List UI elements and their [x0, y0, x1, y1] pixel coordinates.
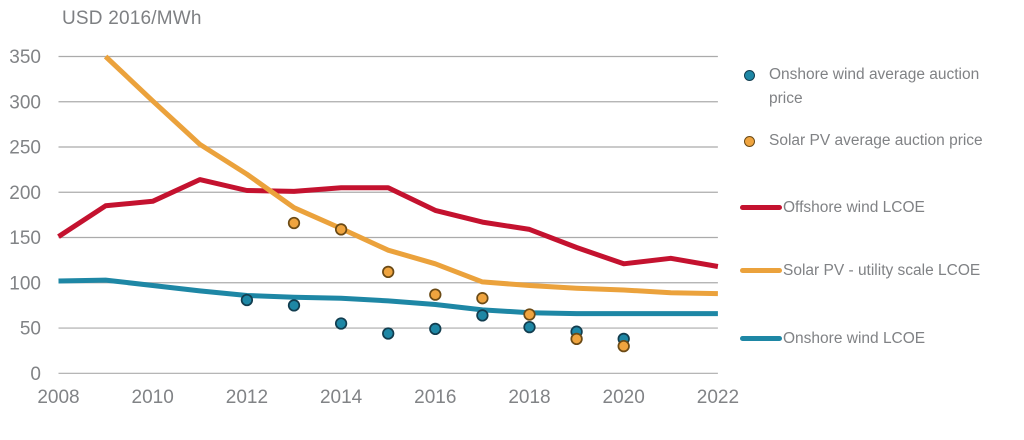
legend-label-onshore-auction-price: Onshore wind average auction price	[769, 66, 980, 107]
y-axis-tick-label-100: 100	[9, 273, 41, 294]
x-axis-tick-label-2012: 2012	[226, 387, 268, 408]
line-solar-pv-utility-scale-lcoe	[103, 54, 718, 297]
legend-item-solar-auction-price: Solar PV average auction price	[738, 129, 1014, 153]
scatter-point-solar-pv-average-auction-price-2017	[476, 292, 489, 305]
legend-label-onshore-wind-lcoe: Onshore wind LCOE	[783, 330, 926, 347]
x-axis-tick-label-2016: 2016	[414, 387, 456, 408]
y-axis-tick-label-0: 0	[30, 364, 41, 385]
scatter-point-solar-pv-average-auction-price-2014	[334, 223, 348, 236]
x-axis-tick-label-2018: 2018	[508, 387, 550, 408]
scatter-point-onshore-wind-average-auction-price-2014	[334, 317, 348, 330]
line-onshore-wind-lcoe	[58, 277, 718, 317]
scatter-point-onshore-wind-average-auction-price-2018	[523, 320, 536, 334]
chart-unit-label: USD 2016/MWh	[62, 8, 202, 29]
legend-marker-offshore-wind-line	[740, 205, 782, 210]
scatter-point-solar-pv-average-auction-price-2016	[429, 288, 442, 301]
scatter-point-onshore-wind-average-auction-price-2012	[240, 293, 254, 307]
legend-marker-onshore-auction-dot	[744, 70, 755, 81]
x-axis-tick-label-2014: 2014	[320, 387, 363, 408]
legend-marker-onshore-wind-line	[740, 336, 782, 341]
scatter-point-solar-pv-average-auction-price-2019	[570, 332, 583, 346]
scatter-point-onshore-wind-average-auction-price-2017	[476, 309, 489, 322]
legend-item-onshore-auction-price: Onshore wind average auction price	[738, 63, 1014, 111]
y-axis-tick-label-200: 200	[9, 183, 41, 204]
scatter-point-onshore-wind-average-auction-price-2015	[382, 327, 395, 340]
y-axis-tick-label-300: 300	[9, 92, 41, 113]
legend-item-offshore-wind-lcoe: Offshore wind LCOE	[738, 196, 1024, 220]
legend-item-onshore-wind-lcoe: Onshore wind LCOE	[738, 327, 1024, 351]
x-axis-tick-label-2010: 2010	[132, 387, 174, 408]
scatter-point-solar-pv-average-auction-price-2020	[617, 339, 630, 353]
legend-marker-solar-pv-line	[740, 268, 782, 273]
y-axis-tick-label-50: 50	[20, 319, 41, 340]
legend-item-solar-pv-lcoe: Solar PV - utility scale LCOE	[738, 259, 1024, 283]
legend-label-solar-auction-price: Solar PV average auction price	[769, 132, 983, 149]
y-axis-tick-label-350: 350	[9, 47, 41, 68]
x-axis-tick-label-2020: 2020	[603, 387, 645, 408]
x-axis-tick-label-2008: 2008	[37, 387, 79, 408]
legend-label-offshore-wind-lcoe: Offshore wind LCOE	[783, 199, 925, 216]
scatter-point-solar-pv-average-auction-price-2018	[523, 308, 536, 321]
x-axis-tick-label-2022: 2022	[697, 387, 739, 408]
line-offshore-wind-lcoe	[57, 177, 719, 269]
legend-marker-solar-auction-dot	[744, 136, 755, 147]
y-axis-tick-label-250: 250	[9, 138, 41, 159]
scatter-point-solar-pv-average-auction-price-2013	[287, 216, 301, 230]
scatter-point-onshore-wind-average-auction-price-2013	[287, 299, 301, 312]
legend-label-solar-pv-lcoe: Solar PV - utility scale LCOE	[783, 262, 981, 279]
scatter-point-onshore-wind-average-auction-price-2016	[429, 322, 442, 336]
y-axis-tick-label-150: 150	[9, 228, 41, 249]
scatter-point-solar-pv-average-auction-price-2015	[382, 265, 395, 279]
